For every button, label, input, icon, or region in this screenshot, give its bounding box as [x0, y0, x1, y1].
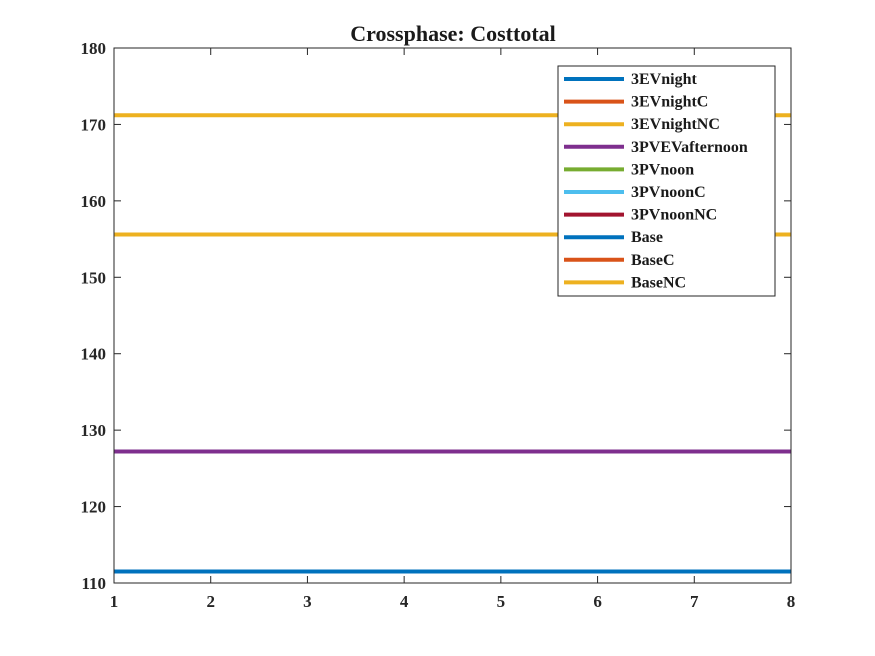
legend-label: BaseNC: [631, 274, 686, 291]
y-tick-label: 110: [81, 574, 106, 593]
y-tick-label: 150: [81, 268, 107, 287]
legend-item: 3PVnoonC: [564, 184, 706, 201]
x-tick-label: 7: [690, 592, 699, 611]
x-tick-label: 4: [400, 592, 409, 611]
legend: 3EVnight 3EVnightC 3EVnightNC 3PVEVafternoo…: [557, 65, 776, 297]
x-tick-label: 3: [303, 592, 312, 611]
legend-item: BaseNC: [564, 274, 686, 291]
plot-frame: [113, 47, 792, 584]
legend-box: [557, 65, 776, 297]
y-tick-label: 130: [81, 421, 107, 440]
legend-item: 3EVnight: [564, 71, 697, 88]
legend-item: 3EVnightNC: [564, 116, 720, 133]
y-axis: 110 120 130 140 150 160 170 180: [81, 39, 791, 593]
legend-label: BaseC: [631, 252, 675, 269]
legend-label: Base: [631, 229, 663, 246]
y-tick-label: 160: [81, 192, 107, 211]
x-tick-label: 6: [593, 592, 602, 611]
legend-label: 3EVnight: [631, 71, 697, 88]
y-tick-label: 120: [81, 498, 107, 517]
legend-label: 3EVnightC: [631, 94, 708, 111]
x-axis: 1 2 3 4 5 6 7 8: [110, 48, 796, 611]
legend-label: 3PVnoonNC: [631, 207, 717, 224]
y-tick-label: 180: [81, 39, 107, 58]
x-tick-label: 5: [497, 592, 506, 611]
chart-title: Crossphase: Costtotal: [350, 21, 556, 46]
legend-label: 3PVnoon: [631, 161, 694, 178]
y-tick-label: 140: [81, 345, 107, 364]
legend-item: Base: [564, 229, 663, 246]
x-tick-label: 8: [787, 592, 796, 611]
x-tick-label: 2: [206, 592, 215, 611]
legend-label: 3PVnoonC: [631, 184, 706, 201]
y-tick-label: 170: [81, 115, 107, 134]
legend-item: BaseC: [564, 252, 675, 269]
legend-item: 3PVnoonNC: [564, 207, 717, 224]
legend-label: 3EVnightNC: [631, 116, 720, 133]
legend-label: 3PVEVafternoon: [631, 139, 748, 156]
x-tick-label: 1: [110, 592, 119, 611]
legend-item: 3EVnightC: [564, 94, 708, 111]
legend-item: 3PVnoon: [564, 161, 694, 178]
legend-item: 3PVEVafternoon: [564, 139, 748, 156]
